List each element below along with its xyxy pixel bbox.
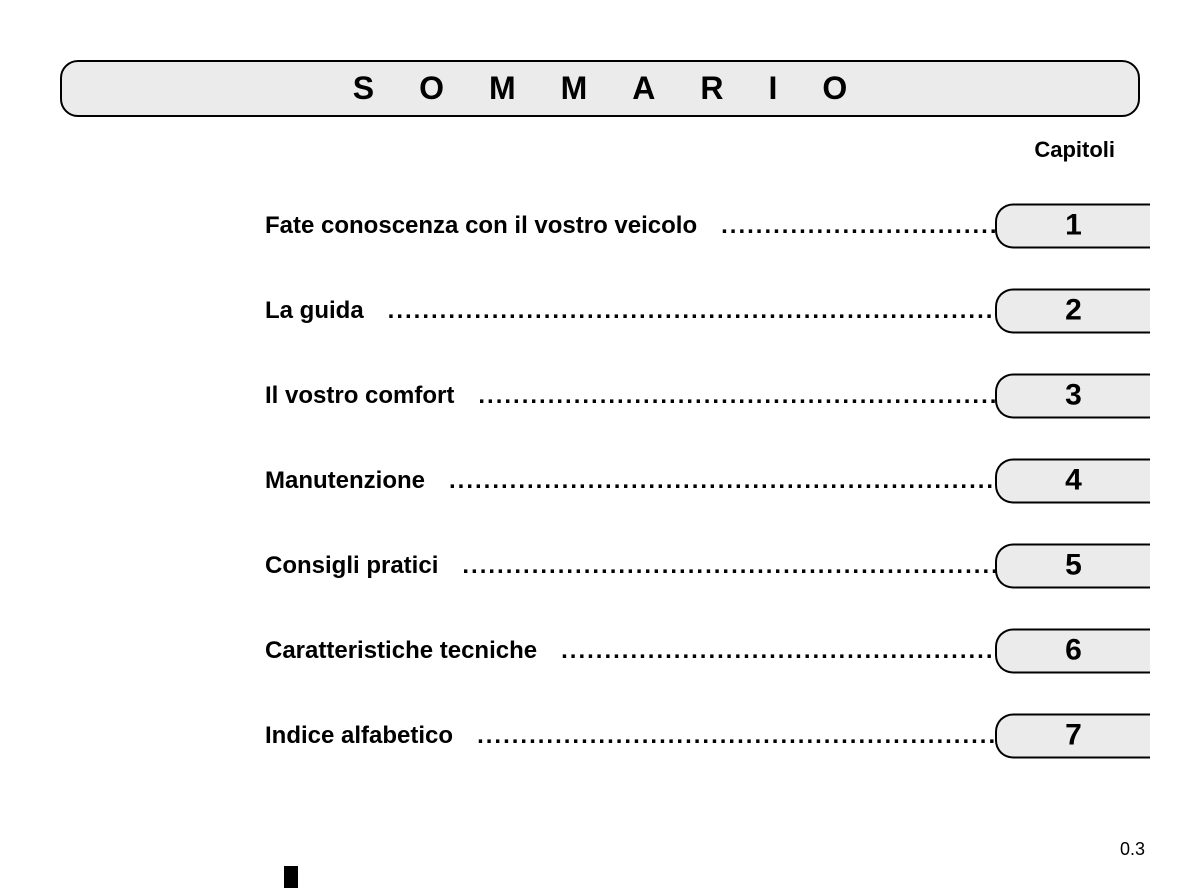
chapter-title: La guida (265, 297, 388, 325)
page-container: SOMMARIO Capitoli Fate conoscenza con il… (0, 0, 1200, 888)
toc-text-area: Il vostro comfort ......................… (60, 382, 1010, 410)
toc-row: Fate conoscenza con il vostro veicolo ..… (60, 183, 1150, 268)
chapter-title: Fate conoscenza con il vostro veicolo (265, 212, 721, 240)
chapter-number: 1 (1065, 209, 1082, 243)
toc-row: La guida ...............................… (60, 268, 1150, 353)
page-title: SOMMARIO (62, 70, 1138, 107)
chapter-number: 5 (1065, 549, 1082, 583)
chapter-tab: 2 (995, 288, 1150, 333)
chapter-title: Indice alfabetico (265, 722, 477, 750)
chapter-number: 2 (1065, 294, 1082, 328)
toc-row: Manutenzione ...........................… (60, 438, 1150, 523)
toc-row: Caratteristiche tecniche ...............… (60, 608, 1150, 693)
chapter-tab: 3 (995, 373, 1150, 418)
chapter-title: Caratteristiche tecniche (265, 637, 561, 665)
page-number: 0.3 (1120, 839, 1145, 860)
toc-row: Indice alfabetico ......................… (60, 693, 1150, 778)
chapter-tab: 1 (995, 203, 1150, 248)
toc-text-area: Caratteristiche tecniche ...............… (60, 637, 1010, 665)
toc-row: Consigli pratici .......................… (60, 523, 1150, 608)
chapter-tab: 5 (995, 543, 1150, 588)
toc-text-area: La guida ...............................… (60, 297, 1010, 325)
toc-row: Il vostro comfort ......................… (60, 353, 1150, 438)
toc-list: Fate conoscenza con il vostro veicolo ..… (60, 183, 1150, 778)
toc-text-area: Consigli pratici .......................… (60, 552, 1010, 580)
leader-dots: ........................................… (561, 637, 1010, 665)
toc-text-area: Manutenzione ...........................… (60, 467, 1010, 495)
leader-dots: ........................................… (388, 297, 1010, 325)
chapter-title: Il vostro comfort (265, 382, 478, 410)
chapter-tab: 6 (995, 628, 1150, 673)
chapter-number: 6 (1065, 634, 1082, 668)
chapter-title: Manutenzione (265, 467, 449, 495)
leader-dots: ........................................… (462, 552, 1010, 580)
chapter-tab: 7 (995, 713, 1150, 758)
chapter-number: 4 (1065, 464, 1082, 498)
leader-dots: ........................................… (477, 722, 1010, 750)
toc-text-area: Fate conoscenza con il vostro veicolo ..… (60, 212, 1010, 240)
chapter-tab: 4 (995, 458, 1150, 503)
title-box: SOMMARIO (60, 60, 1140, 117)
chapter-number: 7 (1065, 719, 1082, 753)
leader-dots: ........................................… (478, 382, 1010, 410)
column-header: Capitoli (60, 137, 1150, 163)
leader-dots: ........................................… (721, 212, 1010, 240)
bottom-marker (284, 866, 298, 888)
chapter-title: Consigli pratici (265, 552, 462, 580)
chapter-number: 3 (1065, 379, 1082, 413)
leader-dots: ........................................… (449, 467, 1010, 495)
toc-text-area: Indice alfabetico ......................… (60, 722, 1010, 750)
